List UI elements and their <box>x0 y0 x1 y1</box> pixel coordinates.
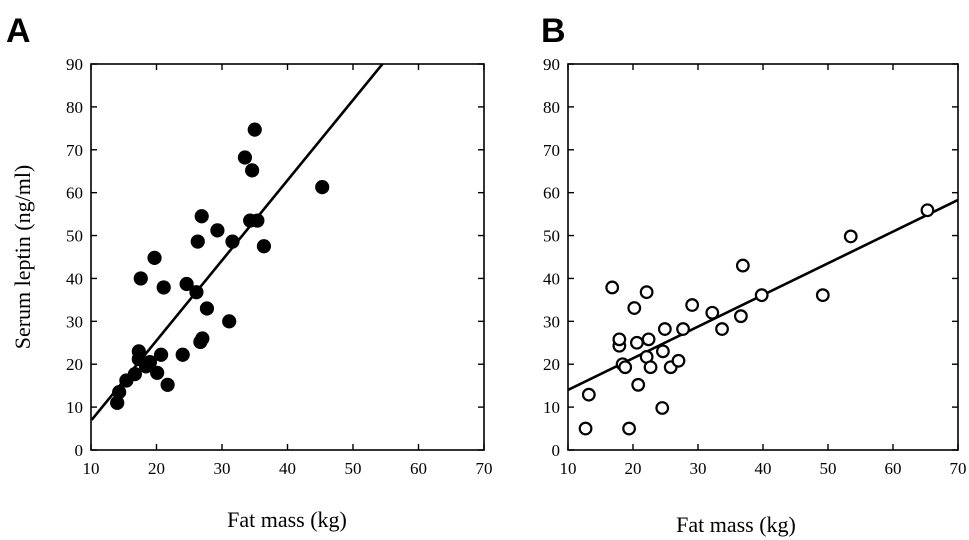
panel-a-data-point <box>250 213 265 228</box>
panel-a-data-point <box>225 234 240 249</box>
panel-a-x-tick-label: 30 <box>214 459 231 478</box>
panel-b-x-tick-label: 40 <box>755 459 772 478</box>
panel-a-data-point <box>112 385 127 400</box>
panel-a-data-point <box>247 122 262 137</box>
panel-a-y-tick-label: 50 <box>66 227 83 246</box>
panel-a-data-point <box>179 276 194 292</box>
panel-b-data-point <box>815 288 830 303</box>
panel-a-letter: A <box>6 12 31 50</box>
panel-b-data-point <box>618 360 633 375</box>
panel-a-x-tick-label: 40 <box>279 459 296 478</box>
panel-b-y-tick-label: 0 <box>552 441 561 460</box>
panel-b-y-tick-label: 70 <box>543 141 560 160</box>
panel-a-y-tick-label: 80 <box>66 98 83 117</box>
panel-a-data-point <box>142 354 158 370</box>
panel-b-data-point <box>612 332 627 347</box>
panel-a-data-point <box>256 239 272 254</box>
panel-a-data-point <box>156 280 171 295</box>
panel-b-data-point <box>715 322 729 336</box>
panel-a-data-point <box>222 314 237 329</box>
panel-b-y-tick-label: 60 <box>543 184 560 203</box>
panel-b-data-point <box>920 203 935 218</box>
panel-a-y-tick-label: 90 <box>66 55 83 74</box>
panel-b-x-tick-label: 60 <box>885 459 902 478</box>
panel-b-y-tick-label: 50 <box>543 227 560 246</box>
panel-b-data-point <box>734 309 748 324</box>
panel-b-data-point <box>705 305 720 320</box>
panel-a-data-point <box>153 347 169 362</box>
panel-a-y-tick-label: 40 <box>66 269 83 288</box>
panel-a-data-point <box>147 250 162 265</box>
panel-b-data-point <box>578 421 593 436</box>
panel-b-data-point <box>643 360 658 375</box>
panel-b-data-point <box>754 288 769 303</box>
panel-a-data-point <box>245 163 260 178</box>
panel-a-x-tick-label: 60 <box>410 459 427 478</box>
panel-b-data-point <box>843 229 858 244</box>
panel-a-data-point <box>189 285 204 300</box>
panel-b-y-tick-label: 30 <box>543 312 560 331</box>
panel-b-data-point <box>656 344 670 359</box>
panel-a-x-tick-label: 50 <box>345 459 362 478</box>
panel-b-x-tick-label: 50 <box>820 459 837 478</box>
panel-b-x-tick-label: 20 <box>625 459 642 478</box>
panel-b-data-point <box>631 377 646 392</box>
panel-b-x-tick-label: 30 <box>690 459 707 478</box>
panel-b-y-tick-label: 90 <box>543 55 560 74</box>
panel-b-data-point <box>641 332 656 347</box>
panel-b-x-tick-label: 70 <box>950 459 967 478</box>
panel-a-data-point <box>131 344 146 359</box>
panel-b-x-axis-label: Fat mass (kg) <box>676 512 796 537</box>
panel-b-data-point <box>735 258 750 273</box>
panel-a-y-tick-label: 60 <box>66 184 83 203</box>
panel-a-x-tick-label: 20 <box>148 459 165 478</box>
panel-a-y-axis-label: Serum leptin (ng/ml) <box>10 165 35 350</box>
panel-b-data-point <box>627 301 642 315</box>
panel-a-data-point <box>315 179 330 195</box>
panel-a-y-tick-label: 30 <box>66 312 83 331</box>
panel-b-y-tick-label: 10 <box>543 398 560 417</box>
panel-b-data-point <box>639 285 654 300</box>
panel-a-data-point <box>199 301 215 316</box>
panel-b-data-point <box>630 335 644 350</box>
panel-b-letter: B <box>541 12 566 50</box>
panel-a-x-tick-label: 10 <box>83 459 100 478</box>
panel-b-data-point <box>622 421 636 436</box>
panel-b-y-tick-label: 80 <box>543 98 560 117</box>
panel-b: B Fat mass (kg) 10 20 30 40 50 60 700102030405… <box>541 12 967 537</box>
panel-a-data-point <box>133 271 148 286</box>
panel-a: A Serum leptin (ng/ml) Fat mass (kg) 10 2… <box>6 12 493 532</box>
panel-a-x-axis-label: Fat mass (kg) <box>227 507 347 532</box>
panel-a-data-point <box>127 366 142 382</box>
panel-a-y-tick-label: 10 <box>66 398 83 417</box>
panel-a-data-point <box>190 234 205 249</box>
panel-b-y-tick-label: 20 <box>543 355 560 374</box>
panel-b-y-tick-label: 40 <box>543 269 560 288</box>
panel-a-y-tick-label: 0 <box>75 441 84 460</box>
panel-a-data-point <box>210 223 225 238</box>
panel-a-data-point <box>195 331 210 346</box>
panel-a-data-point <box>150 365 165 380</box>
panel-a-data-point <box>175 347 190 362</box>
panel-b-data-point <box>657 322 672 336</box>
panel-a-y-tick-label: 20 <box>66 355 83 374</box>
panel-b-data-point <box>676 322 690 336</box>
panel-b-data-point <box>581 387 596 402</box>
panel-b-data-point <box>671 353 686 368</box>
panel-b-data-point <box>655 401 670 415</box>
panel-a-y-tick-label: 70 <box>66 141 83 160</box>
panel-a-data-point <box>194 209 209 224</box>
panel-b-x-tick-label: 10 <box>560 459 577 478</box>
panel-a-data-point <box>237 150 253 165</box>
panel-b-data-point <box>605 280 620 295</box>
panel-a-data-point <box>160 377 175 392</box>
panel-b-data-point <box>685 298 700 312</box>
panel-b-plot-frame <box>567 63 959 451</box>
panel-a-x-tick-label: 70 <box>476 459 493 478</box>
